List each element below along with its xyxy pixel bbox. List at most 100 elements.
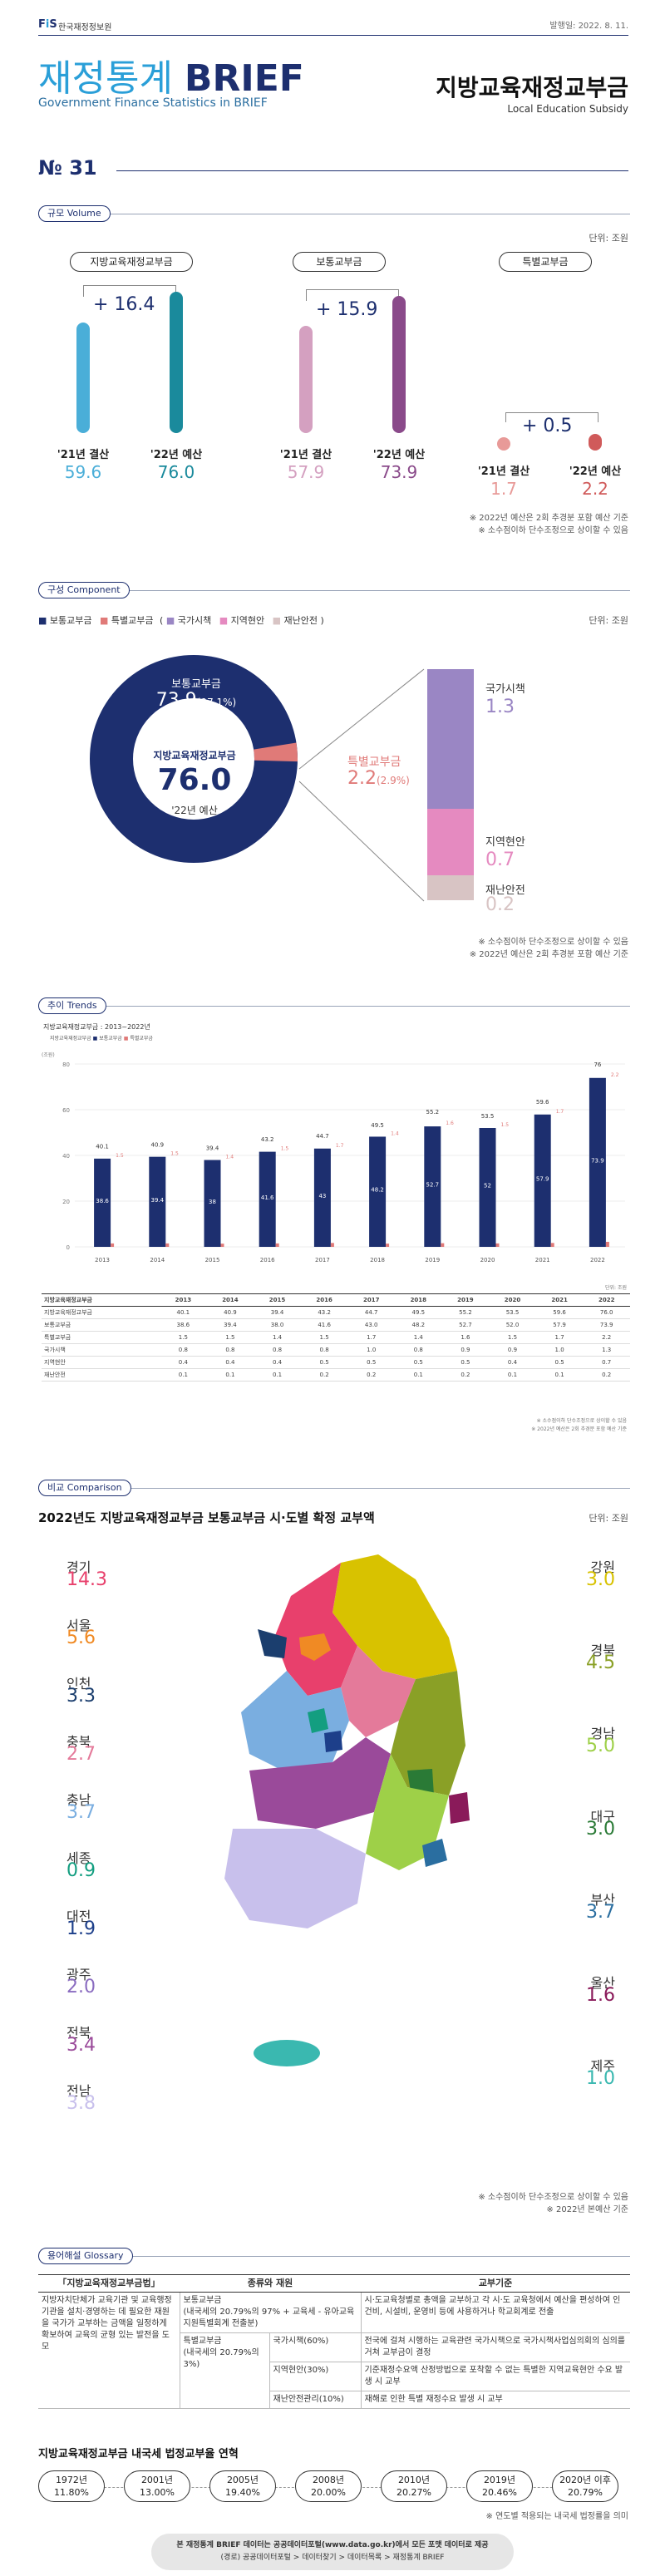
legend-regional: 지역현안 (230, 615, 265, 626)
trends-table-cell: 55.2 (441, 1306, 490, 1319)
bar-general-label: 48.2 (371, 1187, 384, 1194)
issue-divider (116, 170, 628, 171)
special-2022-label: '22년 예산 (569, 465, 622, 478)
trends-table-cell: 40.1 (160, 1306, 207, 1319)
history-year: 2005년 (226, 2475, 259, 2485)
total-2021-bar (76, 323, 90, 433)
total-2021-label: '21년 결산 (57, 449, 110, 461)
trends-table-cell: 41.6 (300, 1318, 348, 1332)
component-donut (90, 655, 298, 863)
bar-general-label: 38 (209, 1199, 216, 1205)
general-2021-bar (299, 326, 313, 433)
trends-table-cell: 보통교부금 (42, 1318, 160, 1332)
component-legend: ■ 보통교부금 ■ 특별교부금 ( ■ 국가시책 ■ 지역현안 ■ 재난안전 ) (38, 615, 324, 626)
trends-table-cell: 0.1 (535, 1368, 584, 1382)
trends-table-cell: 2017 (347, 1293, 396, 1307)
history-year: 2019년 (483, 2475, 516, 2485)
trends-table-cell: 0.8 (254, 1343, 301, 1357)
trends-table-row: 지방교육재정교부금 2013 2014 2015 2016 2017 2018 2019 202… (42, 1293, 630, 1307)
trends-table-cell: 2.2 (583, 1331, 630, 1344)
bar-general (369, 1136, 387, 1247)
bar-general (479, 1128, 496, 1247)
glossary-national-basis: 전국에 걸쳐 시행하는 교육관련 국가시책으로 국가시책사업심의회의 심의를 거… (361, 2332, 630, 2362)
donut-center-year: '22년 예산 (171, 805, 218, 816)
general-2021-label: '21년 결산 (279, 449, 332, 461)
component-section-bar: 구성 Component (38, 582, 630, 598)
glossary-table: 「지방교육재정교부금법」 종류와 재원 교부기준 지방자치단체가 교육기관 및 … (38, 2274, 630, 2409)
national-value: 1.3 (485, 697, 515, 717)
history-item: 2019년 20.46% (466, 2470, 533, 2502)
region-value: 3.3 (66, 1686, 96, 1707)
volume-section-title: 규모 Volume (38, 205, 111, 222)
bar-special-label: 2.2 (611, 1072, 619, 1078)
trends-table-cell: 1.7 (535, 1331, 584, 1344)
special-2021-value: 1.7 (490, 479, 517, 499)
total-2022-value: 76.0 (157, 462, 195, 482)
legend-special: 특별교부금 (111, 615, 154, 626)
trends-table-cell: 0.5 (395, 1356, 442, 1369)
bar-special-label: 1.6 (446, 1121, 454, 1126)
trends-table-cell: 40.9 (206, 1306, 254, 1319)
bar-total-label: 39.4 (206, 1145, 219, 1152)
glossary-header-law: 「지방교육재정교부금법」 (38, 2274, 180, 2293)
special-breakdown-bar (427, 669, 474, 900)
volume-note-1: ※ 2022년 예산은 2회 추경분 포함 예산 기준 (469, 514, 628, 523)
map-incheon (258, 1629, 287, 1658)
trends-table-cell: 0.8 (395, 1343, 442, 1357)
history-year: 2020년 이후 (559, 2475, 611, 2485)
trends-table-cell: 1.4 (254, 1331, 301, 1344)
trends-table-cell: 43.2 (300, 1306, 348, 1319)
donut-general-value: 73.9(97.1%) (155, 690, 237, 711)
region-name: 서울 (66, 1618, 91, 1633)
bar-special (605, 1241, 609, 1247)
bar-total-label: 43.2 (261, 1136, 274, 1143)
trends-table-cell: 38.0 (254, 1318, 301, 1332)
bar-special (550, 1243, 554, 1247)
component-section-title: 구성 Component (38, 582, 130, 598)
trends-table-cell: 0.4 (206, 1356, 254, 1369)
bar-general (204, 1160, 221, 1247)
trends-table-cell: 0.1 (489, 1368, 536, 1382)
region-name: 부산 (590, 1892, 615, 1908)
y-tick-label: 40 (62, 1153, 70, 1160)
glossary-general: 보통교부금 (내국세의 20.79%의 97% + 교육세 - 유아교육지원특별회… (180, 2292, 362, 2333)
regional-label: 지역현안 (485, 836, 525, 849)
bar-general (424, 1126, 441, 1247)
national-segment (427, 669, 474, 809)
trends-note-2: ※ 2022년 예산은 2회 추경분 포함 예산 기준 (531, 1426, 627, 1432)
trends-table-cell: 2022 (583, 1293, 630, 1307)
region-name: 충남 (66, 1792, 91, 1808)
trends-table-cell: 49.5 (395, 1306, 442, 1319)
region-value: 1.6 (586, 1985, 615, 2006)
history-item: 2008년 20.00% (295, 2470, 362, 2502)
regional-segment (427, 809, 474, 875)
connector-lines (298, 668, 425, 902)
history-rate: 20.27% (397, 2487, 431, 2498)
x-tick-label: 2022 (590, 1257, 605, 1263)
trends-axis-unit: (조원) (42, 1052, 55, 1058)
trends-table-cell: 국가시책 (42, 1343, 160, 1357)
glossary-section-title: 용어해설 Glossary (38, 2248, 133, 2264)
bar-special (330, 1243, 334, 1247)
region-name: 제주 (590, 2058, 615, 2074)
trends-chart-title: 지방교육재정교부금 : 2013~2022년 (43, 1023, 150, 1031)
bar-general-label: 57.9 (536, 1175, 549, 1182)
history-item: 1972년 11.80% (38, 2470, 105, 2502)
comparison-section-title: 비교 Comparison (38, 1480, 131, 1496)
history-item: 2010년 20.27% (381, 2470, 447, 2502)
trends-table-cell: 48.2 (395, 1318, 442, 1332)
bar-general-label: 39.4 (151, 1197, 165, 1204)
disaster-segment (427, 875, 474, 900)
trends-table-row: 지역현안 0.4 0.4 0.4 0.5 0.5 0.5 0.5 0.4 0.5 0.7 (42, 1356, 630, 1369)
publish-date: 발행일: 2022. 8. 11. (549, 22, 628, 31)
comparison-note-2: ※ 2022년 본예산 기준 (546, 2205, 628, 2214)
trends-table-cell: 0.9 (441, 1343, 490, 1357)
bar-special (111, 1243, 115, 1247)
region-name: 인천 (66, 1676, 91, 1692)
legend-national: 국가시책 (177, 615, 212, 626)
glossary-national: 국가시책(60%) (269, 2332, 362, 2362)
trends-table-cell: 44.7 (347, 1306, 396, 1319)
history-rate: 13.00% (140, 2487, 175, 2498)
total-2021-value: 59.6 (64, 462, 102, 482)
trends-table-cell: 특별교부금 (42, 1331, 160, 1344)
